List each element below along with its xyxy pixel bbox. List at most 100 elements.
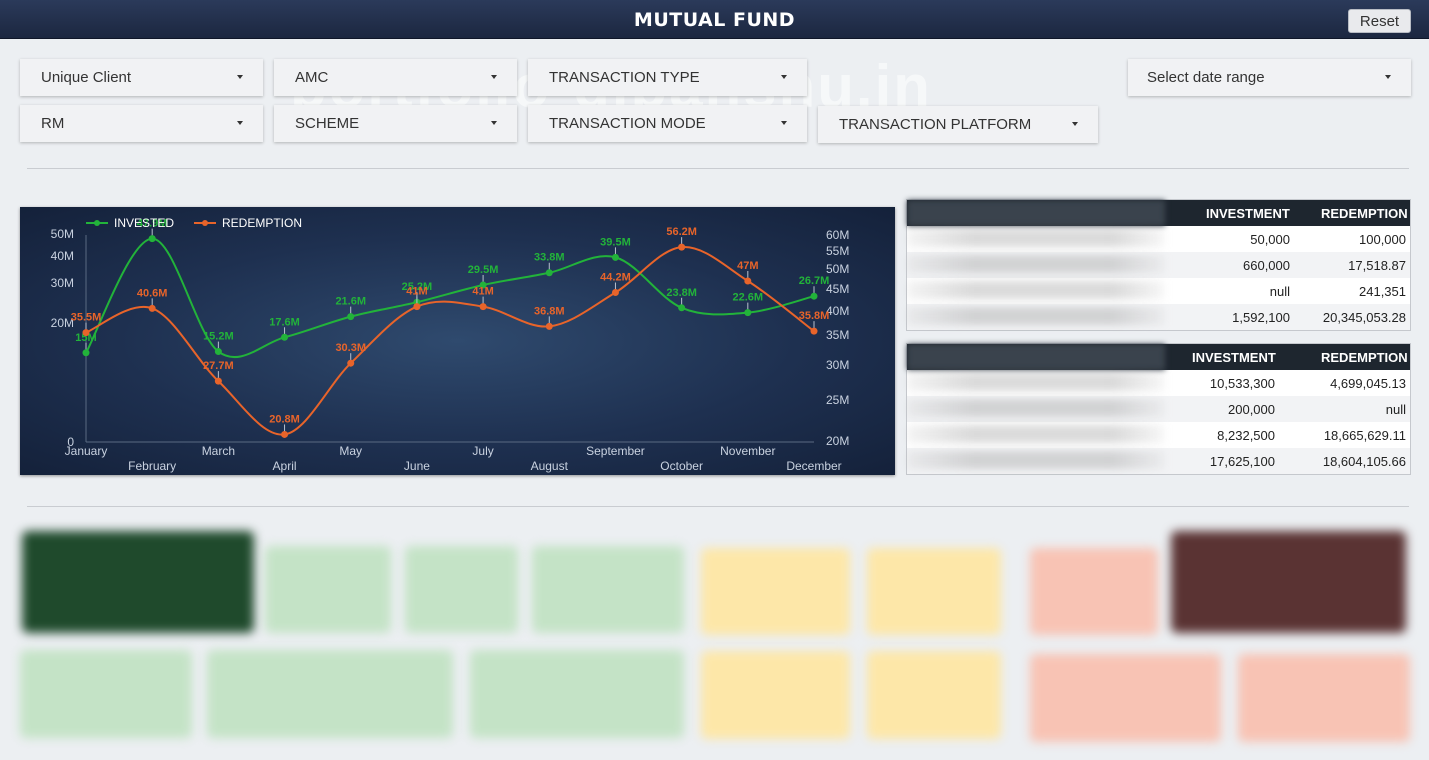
invested-redemption-chart: 0 20M 30M 40M 50M 20M 25M 30M 35M 40M 45M 50M 55M 60M…: [20, 207, 895, 475]
table-header: INVESTMENT REDEMPTION: [907, 344, 1410, 370]
kpi-card: [470, 650, 684, 738]
date-range-picker[interactable]: Select date range: [1128, 59, 1411, 96]
y-left-tick-label: 0: [67, 435, 74, 449]
x-tick-label: September: [586, 444, 645, 458]
table-header: INVESTMENT REDEMPTION: [907, 200, 1410, 226]
transaction-platform-label: TRANSACTION PLATFORM: [839, 116, 1032, 133]
x-tick-label: October: [660, 459, 703, 473]
invested-data-label: 29.5M: [468, 264, 499, 276]
x-tick-label: July: [472, 444, 493, 458]
redemption-point: [545, 322, 553, 330]
chevron-down-icon: [1072, 122, 1078, 126]
invested-point: [214, 348, 222, 356]
y-right-tick-label: 60M: [826, 228, 849, 242]
chevron-down-icon: [1385, 75, 1391, 79]
blurred-cell: [907, 255, 1165, 273]
kpi-card: [701, 548, 850, 635]
blurred-cell: [907, 399, 1165, 417]
redemption-data-label: 20.8M: [269, 413, 300, 425]
x-tick-label: December: [786, 459, 841, 473]
redemption-data-label: 30.3M: [335, 342, 366, 354]
investment-header: INVESTMENT: [1192, 350, 1276, 365]
table-row: 50,000 100,000: [907, 226, 1410, 252]
y-left-tick-label: 40M: [51, 249, 74, 263]
invested-point: [678, 304, 686, 312]
scheme-dropdown[interactable]: SCHEME: [274, 105, 517, 142]
kpi-card: [1238, 654, 1410, 742]
blurred-cell: [907, 281, 1165, 299]
investment-cell: 8,232,500: [1217, 428, 1275, 443]
rm-dropdown[interactable]: RM: [20, 105, 263, 142]
redemption-data-label: 27.7M: [203, 360, 234, 372]
invested-point: [611, 253, 619, 261]
kpi-card: [867, 651, 1001, 739]
y-left-tick-label: 30M: [51, 276, 74, 290]
redemption-point: [479, 303, 487, 311]
redemption-data-label: 35.8M: [799, 310, 830, 322]
chevron-down-icon: [491, 121, 497, 125]
divider: [27, 168, 1409, 169]
transaction-type-label: TRANSACTION TYPE: [549, 69, 700, 86]
legend-swatch-dot: [202, 220, 208, 226]
investment-cell: 660,000: [1243, 258, 1290, 273]
investment-cell: 10,533,300: [1209, 376, 1275, 391]
invested-data-label: 15.2M: [203, 331, 234, 343]
redemption-point: [744, 277, 752, 285]
redemption-data-label: 41M: [472, 286, 493, 298]
chevron-down-icon: [781, 121, 787, 125]
redemption-point: [611, 289, 619, 297]
y-right-tick-label: 20M: [826, 434, 849, 448]
invested-point: [347, 313, 355, 321]
x-tick-label: August: [531, 459, 569, 473]
transaction-mode-label: TRANSACTION MODE: [549, 115, 706, 132]
date-range-label: Select date range: [1147, 69, 1265, 86]
redemption-cell: null: [1385, 402, 1406, 417]
invested-data-label: 23.8M: [666, 287, 697, 299]
redemption-point: [148, 304, 156, 312]
transaction-type-dropdown[interactable]: TRANSACTION TYPE: [528, 59, 807, 96]
legend-swatch-dot: [94, 220, 100, 226]
invested-data-label: 33.8M: [534, 252, 565, 264]
kpi-card: [1030, 654, 1221, 742]
y-right-tick-label: 30M: [826, 358, 849, 372]
amc-dropdown[interactable]: AMC: [274, 59, 517, 96]
redemption-data-label: 44.2M: [600, 272, 631, 284]
transaction-platform-dropdown[interactable]: TRANSACTION PLATFORM: [818, 106, 1098, 143]
unique-client-dropdown[interactable]: Unique Client: [20, 59, 263, 96]
x-tick-label: February: [128, 459, 176, 473]
redemption-data-label: 40.6M: [137, 287, 168, 299]
invested-point: [479, 281, 487, 289]
invested-line: [85, 237, 815, 358]
redemption-data-label: 47M: [737, 260, 758, 272]
chevron-down-icon: [781, 75, 787, 79]
redemption-header: REDEMPTION: [1321, 206, 1408, 221]
table-row: 200,000 null: [907, 396, 1410, 422]
invested-point: [281, 333, 289, 341]
table-row: 17,625,100 18,604,105.66: [907, 448, 1410, 474]
chart-svg: 0 20M 30M 40M 50M 20M 25M 30M 35M 40M 45M 50M 55M 60M…: [51, 216, 850, 473]
transaction-mode-dropdown[interactable]: TRANSACTION MODE: [528, 105, 807, 142]
x-tick-label: April: [273, 459, 297, 473]
redemption-data-label: 36.8M: [534, 305, 565, 317]
redemption-point: [281, 430, 289, 438]
scheme-label: SCHEME: [295, 115, 360, 132]
reset-button[interactable]: Reset: [1348, 9, 1411, 33]
blurred-header-cell: [907, 200, 1165, 226]
redemption-cell: 18,604,105.66: [1322, 454, 1406, 469]
redemption-point: [810, 327, 818, 335]
invested-data-label: 22.6M: [733, 292, 764, 304]
chevron-down-icon: [237, 75, 243, 79]
invested-point: [545, 269, 553, 277]
redemption-cell: 18,665,629.11: [1323, 428, 1406, 443]
amc-table: INVESTMENT REDEMPTION 50,000 100,000 660,0…: [906, 199, 1411, 331]
y-left-tick-label: 50M: [51, 227, 74, 241]
blurred-cell: [907, 373, 1165, 391]
x-tick-label: May: [339, 444, 362, 458]
x-tick-label: June: [404, 459, 430, 473]
investment-cell: 17,625,100: [1209, 454, 1275, 469]
redemption-cell: 241,351: [1359, 284, 1406, 299]
kpi-card: [867, 548, 1001, 635]
invested-point: [82, 349, 90, 357]
kpi-card: [20, 650, 192, 738]
y-right-tick-label: 35M: [826, 328, 849, 342]
